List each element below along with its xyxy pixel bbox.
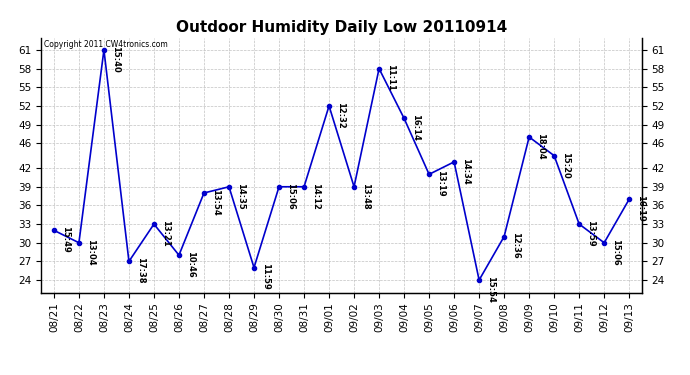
Text: 10:46: 10:46 xyxy=(186,251,195,278)
Text: 18:04: 18:04 xyxy=(536,133,545,159)
Text: 12:36: 12:36 xyxy=(511,232,520,259)
Text: 17:38: 17:38 xyxy=(136,257,145,284)
Text: Copyright 2011 CW4tronics.com: Copyright 2011 CW4tronics.com xyxy=(44,40,168,49)
Text: 15:49: 15:49 xyxy=(61,226,70,253)
Text: 16:19: 16:19 xyxy=(636,195,645,222)
Text: 15:06: 15:06 xyxy=(611,238,620,266)
Text: 12:32: 12:32 xyxy=(336,102,345,129)
Text: 13:54: 13:54 xyxy=(211,189,220,216)
Text: 14:12: 14:12 xyxy=(311,183,320,210)
Text: 11:11: 11:11 xyxy=(386,64,395,91)
Text: 11:59: 11:59 xyxy=(261,264,270,290)
Text: 15:40: 15:40 xyxy=(111,46,120,72)
Title: Outdoor Humidity Daily Low 20110914: Outdoor Humidity Daily Low 20110914 xyxy=(176,20,507,35)
Text: 13:19: 13:19 xyxy=(436,170,445,197)
Text: 13:59: 13:59 xyxy=(586,220,595,246)
Text: 16:14: 16:14 xyxy=(411,114,420,141)
Text: 15:06: 15:06 xyxy=(286,183,295,209)
Text: 14:35: 14:35 xyxy=(236,183,245,209)
Text: 15:54: 15:54 xyxy=(486,276,495,303)
Text: 15:20: 15:20 xyxy=(561,152,570,178)
Text: 13:04: 13:04 xyxy=(86,238,95,265)
Text: 13:48: 13:48 xyxy=(361,183,370,209)
Text: 14:34: 14:34 xyxy=(461,158,470,184)
Text: 13:21: 13:21 xyxy=(161,220,170,247)
